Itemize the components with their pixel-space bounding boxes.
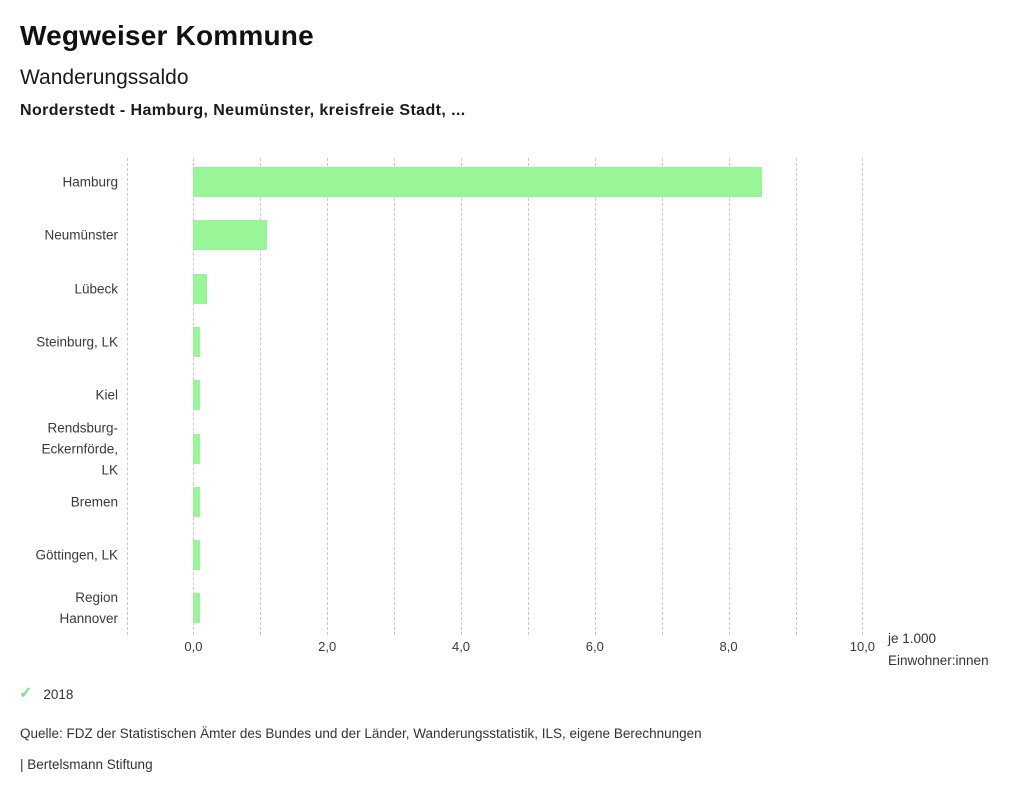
x-tick-label: 2,0 (318, 639, 337, 654)
source-note: Quelle: FDZ der Statistischen Ämter des … (20, 726, 702, 741)
gridline (661, 158, 663, 635)
comparison-subtitle: Norderstedt - Hamburg, Neumünster, kreis… (20, 102, 466, 119)
chart-title: Wanderungssaldo (20, 66, 189, 89)
axis-unit-label: je 1.000 Einwohner:innen (888, 628, 989, 671)
axis-unit-line1: je 1.000 (888, 631, 937, 646)
gridline (126, 158, 128, 635)
category-label: Steinburg, LK (36, 334, 118, 350)
check-icon: ✓ (19, 685, 33, 702)
gridline (862, 158, 864, 635)
x-tick-label: 8,0 (719, 639, 738, 654)
gridline (594, 158, 596, 635)
x-tick-label: 6,0 (585, 639, 604, 654)
category-label: Hamburg (62, 174, 118, 190)
category-label: Region Hannover (59, 590, 118, 627)
category-label: Lübeck (74, 281, 118, 297)
legend-label: 2018 (43, 686, 74, 702)
gridline (795, 158, 797, 635)
bar-Göttingen, LK[interactable] (193, 540, 201, 571)
bar-Region Hannover[interactable] (193, 593, 201, 624)
category-label: Göttingen, LK (35, 547, 118, 563)
x-tick-label: 4,0 (451, 639, 471, 654)
gridline (394, 158, 396, 635)
gridline (728, 158, 730, 635)
axis-unit-line2: Einwohner:innen (888, 652, 989, 668)
bar-Rendsburg-Eckernförde, LK[interactable] (193, 433, 201, 464)
category-label: Bremen (70, 494, 118, 510)
gridline (260, 158, 262, 635)
branding-note: | Bertelsmann Stiftung (20, 757, 153, 772)
gridline (461, 158, 462, 635)
bar-Bremen[interactable] (193, 486, 201, 517)
bar-Hamburg[interactable] (193, 167, 763, 197)
bar-Kiel[interactable] (193, 380, 201, 411)
x-tick-label: 10,0 (849, 639, 876, 654)
category-label: Neumünster (44, 227, 118, 243)
gridline (527, 158, 529, 635)
bar-Neumünster[interactable] (193, 220, 267, 251)
category-label: Kiel (95, 387, 118, 403)
bar-Lübeck[interactable] (193, 273, 207, 304)
gridline (327, 158, 329, 635)
page-title: Wegweiser Kommune (20, 20, 314, 51)
x-tick-label: 0,0 (184, 639, 203, 654)
bar-Steinburg, LK[interactable] (193, 326, 201, 357)
legend-item-2018[interactable]: ✓ 2018 (19, 686, 73, 702)
category-label: Rendsburg- Eckernförde, LK (41, 420, 118, 477)
